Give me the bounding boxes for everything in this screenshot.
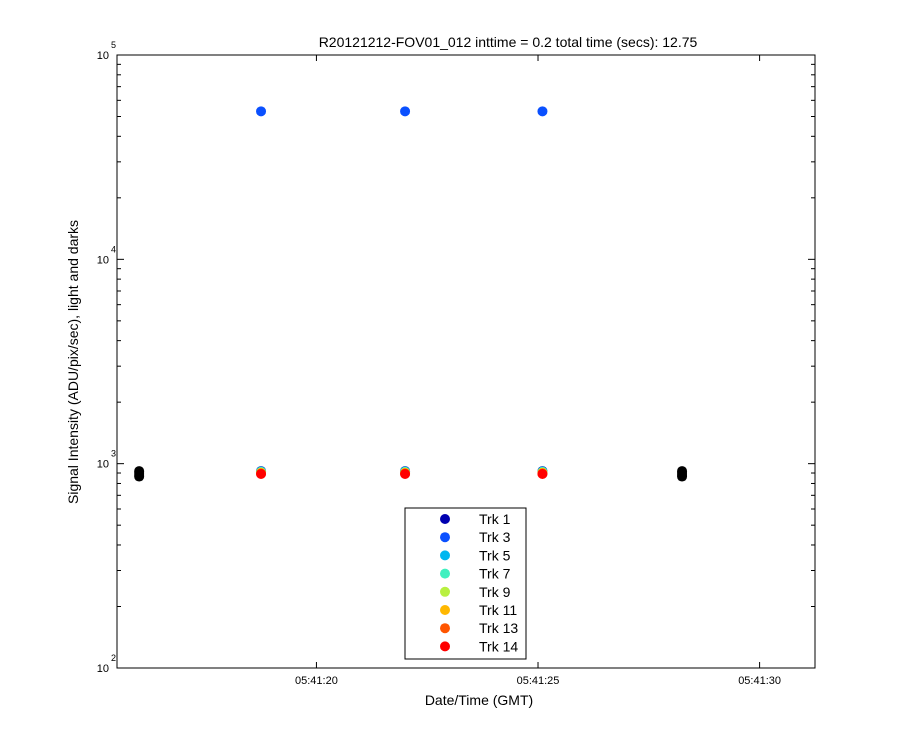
- legend-marker: [440, 641, 450, 652]
- dark-point: [134, 471, 145, 482]
- legend-marker: [440, 623, 450, 634]
- legend-label: Trk 9: [479, 584, 511, 600]
- legend-marker: [440, 586, 450, 597]
- legend-marker: [440, 605, 450, 615]
- data-point-trk-3: [256, 106, 267, 117]
- dark-point: [677, 471, 688, 482]
- legend-marker: [440, 514, 450, 524]
- legend-marker: [440, 568, 450, 579]
- legend-marker: [440, 550, 450, 561]
- y-tick-label: 10: [97, 459, 109, 471]
- legend-label: Trk 11: [479, 602, 517, 618]
- y-tick-base: 10: [97, 459, 109, 471]
- y-tick-label: 10: [97, 254, 109, 266]
- legend-label: Trk 5: [479, 547, 511, 563]
- y-axis-label: Signal Intensity (ADU/pix/sec), light an…: [65, 220, 81, 504]
- y-tick-base: 10: [97, 254, 109, 266]
- y-tick-exponent: 3: [111, 449, 116, 459]
- data-point-trk-14: [400, 469, 411, 480]
- legend-box: [404, 507, 527, 660]
- data-point-trk-3: [537, 106, 548, 117]
- y-tick-base: 10: [97, 50, 109, 62]
- y-tick-label: 10: [97, 663, 109, 675]
- x-tick-label: 05:41:25: [517, 675, 560, 687]
- y-tick-exponent: 4: [111, 244, 116, 254]
- legend-label: Trk 1: [479, 511, 511, 527]
- legend-label: Trk 7: [479, 566, 511, 582]
- x-tick-label: 05:41:30: [738, 675, 781, 687]
- legend: Trk 1 Trk 3 Trk 5 Trk 7 Trk 9 Trk 11 Trk 13 Trk…: [404, 507, 527, 660]
- x-tick-label: 05:41:20: [295, 675, 338, 687]
- data-point-trk-14: [537, 469, 548, 480]
- legend-label: Trk 14: [479, 638, 518, 654]
- data-points: [134, 106, 688, 482]
- legend-label: Trk 13: [479, 620, 518, 636]
- data-point-trk-14: [256, 469, 267, 480]
- legend-marker: [440, 532, 450, 543]
- y-tick-exponent: 2: [111, 653, 116, 663]
- y-tick-base: 10: [97, 663, 109, 675]
- x-axis-label: Date/Time (GMT): [425, 692, 533, 708]
- y-tick-exponent: 5: [111, 40, 116, 50]
- legend-label: Trk 3: [479, 529, 511, 545]
- y-tick-label: 10: [97, 50, 109, 62]
- chart-title: R20121212-FOV01_012 inttime = 0.2 total …: [319, 34, 698, 50]
- data-point-trk-3: [400, 106, 411, 117]
